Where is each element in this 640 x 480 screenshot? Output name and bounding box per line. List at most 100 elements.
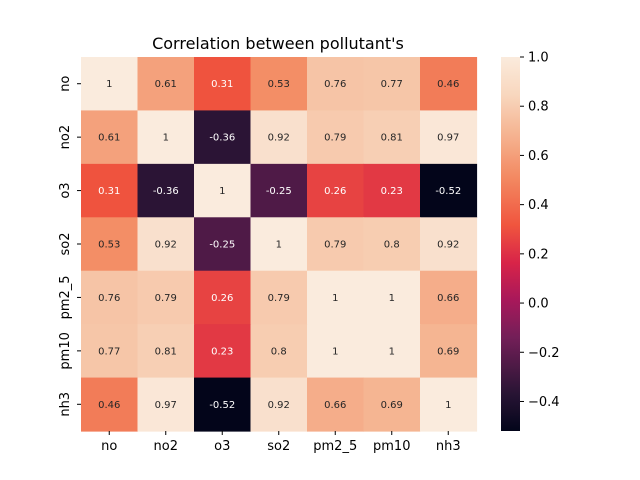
- heatmap-cell: [307, 377, 365, 432]
- heatmap-cell: [420, 324, 478, 379]
- x-tick-label: so2: [267, 439, 290, 454]
- cell-value-label: 0.53: [98, 240, 120, 251]
- cell-value-label: -0.25: [209, 240, 235, 251]
- cell-value-label: 0.76: [324, 79, 346, 90]
- cell-value-label: 0.81: [155, 346, 177, 357]
- heatmap-cell: [420, 57, 478, 112]
- heatmap-cell: [307, 324, 365, 379]
- heatmap-cell: [137, 163, 195, 218]
- cell-value-label: 0.46: [98, 400, 120, 411]
- cell-value-label: 0.97: [155, 400, 177, 411]
- x-tick-label: nh3: [436, 439, 461, 454]
- heatmap-cell: [137, 377, 195, 432]
- cell-value-label: 0.23: [381, 186, 403, 197]
- cell-value-label: 0.69: [381, 400, 403, 411]
- heatmap-cell: [363, 217, 421, 272]
- cell-value-label: 0.66: [437, 293, 459, 304]
- heatmap-cell: [420, 377, 478, 432]
- heatmap-cell: [81, 324, 139, 379]
- heatmap-cell: [420, 270, 478, 325]
- colorbar-tick-label: 0.4: [528, 198, 549, 213]
- cell-value-label: 0.53: [268, 79, 290, 90]
- cell-value-label: 0.79: [155, 293, 177, 304]
- cell-value-label: 0.66: [324, 400, 346, 411]
- cell-value-label: 0.77: [98, 346, 120, 357]
- y-tick-label: pm2_5: [58, 275, 73, 319]
- heatmap-cell: [307, 57, 365, 112]
- y-tick-label: o3: [58, 182, 73, 198]
- heatmap-cell: [363, 324, 421, 379]
- cell-value-label: 0.8: [384, 240, 400, 251]
- cell-value-label: 1: [389, 293, 395, 304]
- y-tick-label: so2: [58, 233, 73, 256]
- cell-value-label: 0.79: [268, 293, 290, 304]
- cell-value-label: -0.52: [209, 400, 235, 411]
- cell-value-label: 0.92: [155, 240, 177, 251]
- heatmap-cell: [137, 270, 195, 325]
- cell-value-label: 0.77: [381, 79, 403, 90]
- cell-value-label: 0.92: [268, 133, 290, 144]
- heatmap-cell: [420, 163, 478, 218]
- cell-value-label: 0.81: [381, 133, 403, 144]
- colorbar-tick-label: 0.8: [528, 100, 549, 115]
- heatmap-cell: [420, 110, 478, 165]
- heatmap-cell: [307, 217, 365, 272]
- heatmap-cell: [194, 110, 252, 165]
- x-tick-label: pm10: [373, 439, 410, 454]
- cell-value-label: 0.26: [211, 293, 233, 304]
- heatmap-cell: [250, 57, 308, 112]
- heatmap-cell: [250, 270, 308, 325]
- cell-value-label: 1: [219, 186, 225, 197]
- cell-value-label: 0.69: [437, 346, 459, 357]
- cell-value-label: 0.31: [98, 186, 120, 197]
- heatmap-cells: [81, 57, 478, 432]
- cell-value-label: 0.92: [437, 240, 459, 251]
- cell-value-label: 1: [106, 79, 112, 90]
- colorbar-tick-label: −0.2: [528, 346, 560, 361]
- cell-value-label: 1: [163, 133, 169, 144]
- heatmap-cell: [307, 110, 365, 165]
- heatmap-cell: [81, 163, 139, 218]
- cell-value-label: 0.23: [211, 346, 233, 357]
- colorbar-tick-label: 0.0: [528, 297, 549, 312]
- colorbar-tick-label: −0.4: [528, 395, 560, 410]
- cell-value-label: -0.36: [209, 133, 235, 144]
- colorbar-tick-label: 0.2: [528, 247, 549, 262]
- heatmap-cell: [250, 324, 308, 379]
- cell-value-label: 1: [332, 293, 338, 304]
- x-tick-label: o3: [214, 439, 230, 454]
- x-tick-label: pm2_5: [313, 439, 357, 454]
- cell-value-label: -0.36: [153, 186, 179, 197]
- heatmap-cell: [363, 163, 421, 218]
- cell-value-label: 0.8: [271, 346, 287, 357]
- heatmap-cell: [194, 324, 252, 379]
- cell-value-label: 1: [389, 346, 395, 357]
- heatmap-cell: [194, 270, 252, 325]
- cell-value-label: 0.76: [98, 293, 120, 304]
- heatmap-cell: [81, 57, 139, 112]
- heatmap-cell: [137, 217, 195, 272]
- heatmap-cell: [363, 57, 421, 112]
- x-tick-label: no: [101, 439, 117, 454]
- heatmap-cell: [194, 217, 252, 272]
- heatmap-cell: [363, 110, 421, 165]
- cell-value-label: 0.31: [211, 79, 233, 90]
- cell-value-label: 1: [332, 346, 338, 357]
- colorbar-gradient: [501, 57, 520, 431]
- cell-value-label: 0.92: [268, 400, 290, 411]
- heatmap-cell: [194, 377, 252, 432]
- chart-title: Correlation between pollutant's: [152, 34, 404, 53]
- heatmap-cell: [307, 163, 365, 218]
- heatmap-cell: [137, 57, 195, 112]
- heatmap-cell: [363, 270, 421, 325]
- cell-value-label: 0.61: [98, 133, 120, 144]
- heatmap-cell: [194, 163, 252, 218]
- y-axis: no no2 o3 so2 pm2_5 pm10 nh3: [58, 76, 81, 417]
- y-tick-label: pm10: [58, 332, 73, 369]
- cell-value-label: 0.97: [437, 133, 459, 144]
- heatmap-cell: [137, 324, 195, 379]
- heatmap-cell: [250, 163, 308, 218]
- heatmap-cell: [81, 270, 139, 325]
- heatmap-cell-labels: 1 0.61 0.31 0.53 0.76 0.77 0.46 0.61 1 -0.36 0.92 0…: [98, 79, 461, 411]
